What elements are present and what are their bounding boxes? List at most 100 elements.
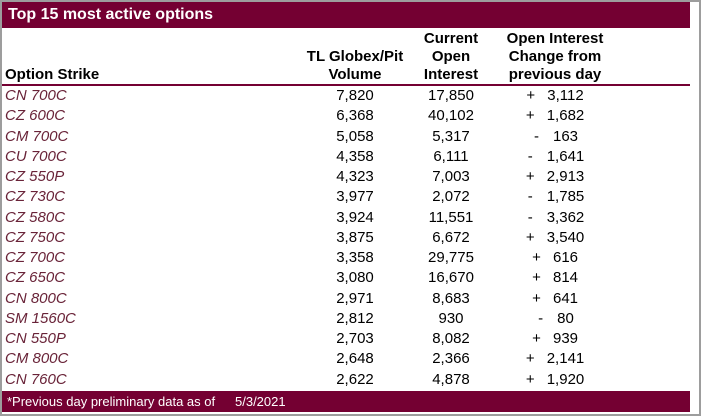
cell-volume: 2,971 [336, 289, 374, 307]
col-header-spacer [614, 30, 690, 84]
cell-option-strike: CZ 700C [5, 249, 66, 267]
change-sign: + [525, 168, 535, 186]
change-sign: + [526, 87, 536, 104]
cell-open-interest: 5,317 [432, 127, 470, 145]
change-value: 641 [552, 289, 579, 307]
cell-volume: 2,812 [336, 309, 374, 327]
cell-oi-change: -3,362 [496, 208, 614, 228]
cell-volume: 3,924 [336, 208, 374, 226]
table-row: CU 700C 4,358 6,111 -1,641 [2, 147, 690, 167]
title-bar: Top 15 most active options [2, 2, 690, 28]
table-row: CN 760C 2,622 4,878 +1,920 [2, 370, 690, 390]
change-sign: - [527, 188, 533, 206]
table-body: CN 700C 7,820 17,850 +3,112 CZ 600C 6,36… [2, 86, 690, 390]
change-value: 1,682 [546, 107, 585, 125]
footer-note: *Previous day preliminary data as of [7, 393, 216, 409]
table-row: CZ 580C 3,924 11,551 -3,362 [2, 208, 690, 228]
change-value: 1,920 [546, 370, 585, 388]
cell-open-interest: 7,003 [432, 168, 470, 186]
cell-open-interest: 11,551 [428, 208, 474, 226]
change-value: 616 [552, 249, 579, 267]
cell-oi-change: -1,641 [496, 147, 614, 167]
cell-oi-change: -80 [496, 309, 614, 329]
cell-volume: 3,875 [336, 228, 374, 246]
cell-volume: 3,977 [336, 188, 374, 206]
change-sign: - [533, 127, 539, 145]
cell-open-interest: 8,683 [432, 289, 470, 307]
cell-option-strike: CZ 600C [5, 107, 66, 125]
cell-oi-change: +3,540 [496, 228, 614, 248]
table-row: CZ 730C 3,977 2,072 -1,785 [2, 187, 690, 207]
cell-volume: 4,358 [336, 147, 374, 165]
change-sign: + [525, 370, 535, 388]
cell-oi-change: -163 [496, 127, 614, 147]
cell-volume: 2,648 [336, 350, 374, 368]
cell-open-interest: 16,670 [428, 269, 474, 287]
cell-open-interest: 40,102 [428, 107, 474, 125]
cell-option-strike: CN 760C [5, 370, 67, 388]
cell-oi-change: +814 [496, 268, 614, 288]
cell-volume: 4,323 [336, 168, 374, 186]
cell-open-interest: 930 [438, 309, 464, 327]
cell-option-strike: CM 800C [5, 350, 69, 368]
table-row: CZ 750C 3,875 6,672 +3,540 [2, 228, 690, 248]
cell-open-interest: 29,775 [428, 249, 474, 267]
change-value: 3,112 [547, 87, 584, 104]
change-value: 3,362 [546, 208, 585, 226]
cell-option-strike: CZ 650C [5, 269, 66, 287]
cell-option-strike: CZ 730C [5, 188, 66, 206]
cell-option-strike: CZ 550P [5, 168, 65, 186]
cell-open-interest: 6,111 [433, 147, 469, 165]
cell-option-strike: CM 700C [5, 127, 69, 145]
change-value: 3,540 [546, 228, 585, 246]
change-value: 2,141 [546, 350, 585, 368]
cell-open-interest: 17,850 [428, 87, 474, 104]
cell-oi-change: +2,141 [496, 349, 614, 369]
table-row: SM 1560C 2,812 930 -80 [2, 309, 690, 329]
change-sign: + [525, 228, 535, 246]
cell-option-strike: CU 700C [5, 147, 67, 165]
change-sign: + [525, 107, 535, 125]
cell-oi-change: +2,913 [496, 167, 614, 187]
change-sign: + [532, 289, 541, 307]
cell-volume: 3,358 [336, 249, 374, 267]
table-row: CZ 600C 6,368 40,102 +1,682 [2, 106, 690, 126]
change-sign: - [538, 309, 544, 327]
cell-open-interest: 4,878 [432, 370, 470, 388]
change-sign: + [532, 330, 541, 348]
change-value: 163 [552, 127, 579, 145]
table-row: CZ 700C 3,358 29,775 +616 [2, 248, 690, 268]
cell-option-strike: CZ 750C [5, 228, 66, 246]
change-sign: + [525, 350, 535, 368]
change-value: 2,913 [546, 168, 585, 186]
cell-volume: 5,058 [336, 127, 374, 145]
col-header-volume: TL Globex/Pit Volume [306, 48, 404, 83]
cell-oi-change: +616 [496, 248, 614, 268]
table-header: Option Strike TL Globex/Pit Volume Curre… [2, 28, 690, 84]
cell-oi-change: +3,112 [496, 86, 614, 106]
cell-oi-change: +641 [496, 289, 614, 309]
cell-option-strike: CN 800C [5, 289, 67, 307]
cell-option-strike: CN 550P [5, 330, 66, 348]
cell-open-interest: 8,082 [432, 330, 470, 348]
table-row: CM 800C 2,648 2,366 +2,141 [2, 349, 690, 369]
cell-volume: 2,622 [336, 370, 374, 388]
cell-volume: 6,368 [336, 107, 374, 125]
cell-option-strike: CZ 580C [5, 208, 66, 226]
change-sign: + [532, 249, 541, 267]
cell-option-strike: CN 700C [5, 87, 67, 104]
table-row: CN 700C 7,820 17,850 +3,112 [2, 86, 690, 106]
change-value: 939 [552, 330, 579, 348]
cell-volume: 7,820 [336, 87, 374, 104]
cell-open-interest: 2,072 [432, 188, 470, 206]
cell-oi-change: +939 [496, 329, 614, 349]
cell-option-strike: SM 1560C [5, 309, 76, 327]
col-header-current-open-interest: Current Open Interest [423, 30, 479, 83]
table-row: CN 550P 2,703 8,082 +939 [2, 329, 690, 349]
cell-oi-change: +1,682 [496, 106, 614, 126]
table-row: CM 700C 5,058 5,317 -163 [2, 127, 690, 147]
change-sign: - [527, 208, 533, 226]
change-value: 80 [557, 309, 574, 327]
page-title: Top 15 most active options [8, 6, 214, 23]
